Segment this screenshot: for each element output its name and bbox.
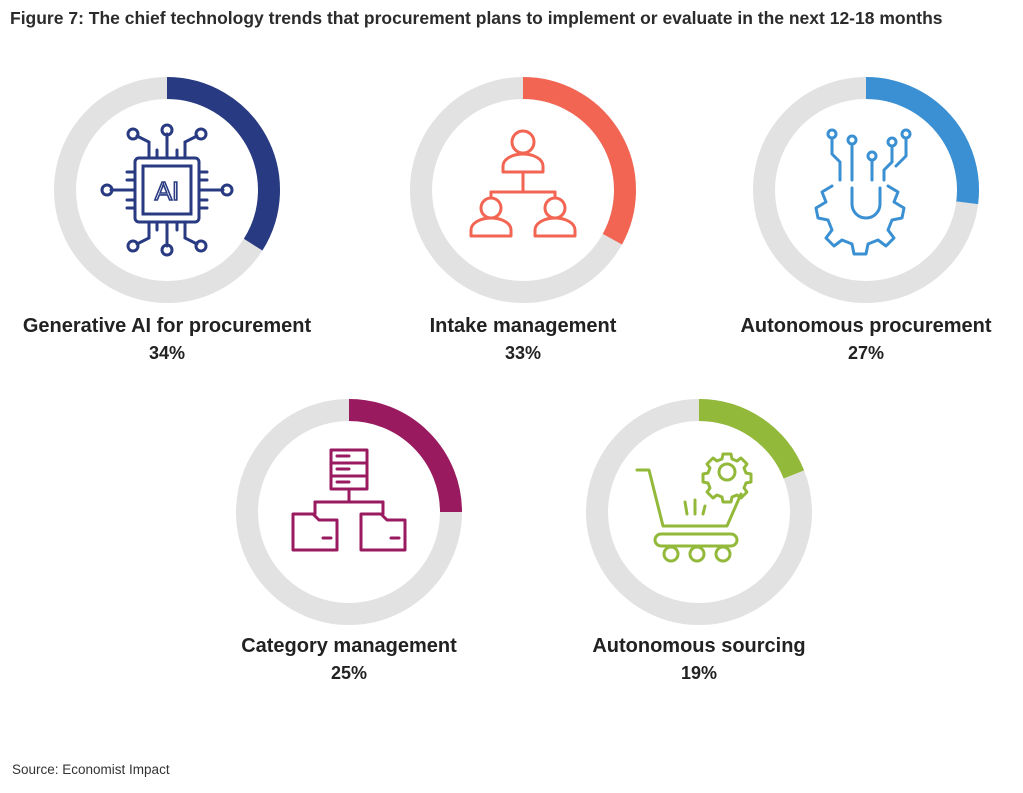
donut-label: Intake management	[429, 315, 617, 337]
ai-chip-icon: AI	[100, 123, 234, 257]
donut-intake-management: Intake management 33%	[358, 70, 688, 370]
donut-value: 33%	[504, 343, 542, 363]
donut-ring	[586, 399, 812, 625]
donut-ring	[54, 77, 280, 303]
circuit-gear-icon	[814, 128, 912, 256]
donut-arc-generative-ai	[166, 77, 280, 251]
donut-value: 25%	[330, 663, 368, 683]
chart-title: Figure 7: The chief technology trends th…	[10, 8, 943, 28]
org-chart-people-icon	[469, 129, 577, 238]
donut-ring	[753, 77, 979, 303]
cart-gear-icon	[635, 452, 753, 563]
donut-arc-autonomous-sourcing	[698, 399, 805, 479]
donut-label: Autonomous procurement	[740, 315, 992, 337]
svg-text:AI: AI	[155, 176, 180, 206]
donut-arc-category-management	[348, 399, 462, 513]
donut-value: 19%	[680, 663, 718, 683]
donut-arc-autonomous-procurement	[865, 77, 979, 205]
donut-value: 27%	[847, 343, 885, 363]
donut-label: Category management	[241, 635, 457, 657]
donut-autonomous-procurement: Autonomous procurement 27%	[701, 70, 1023, 370]
donut-category-management: Category management 25%	[184, 392, 514, 692]
donut-ring	[410, 77, 636, 303]
donut-value: 34%	[148, 343, 186, 363]
donut-label: Autonomous sourcing	[592, 635, 806, 657]
donut-generative-ai: AI Generative AI for procurement 34%	[2, 70, 332, 370]
source-note: Source: Economist Impact	[12, 762, 170, 777]
donut-autonomous-sourcing: Autonomous sourcing 19%	[534, 392, 864, 692]
server-folders-icon	[291, 448, 407, 552]
donut-arc-intake-management	[522, 77, 636, 245]
donut-ring	[236, 399, 462, 625]
donut-label: Generative AI for procurement	[22, 315, 312, 337]
